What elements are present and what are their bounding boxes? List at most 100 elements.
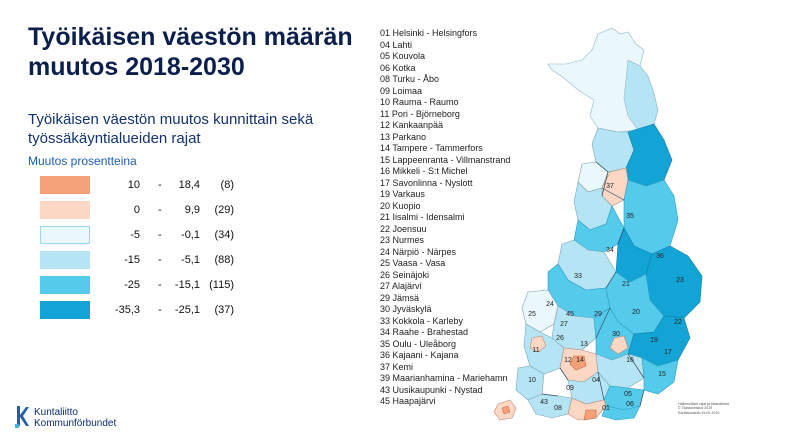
map-label: 33 — [574, 273, 582, 280]
legend-swatch — [40, 176, 90, 194]
map-label: 12 — [564, 357, 572, 364]
region-list-item: 11 Pori - Björneborg — [380, 108, 460, 119]
region-list-item: 27 Alajärvi — [380, 281, 422, 291]
region-list-item: 25 Vaasa - Vasa — [380, 258, 446, 268]
legend-dash: - — [158, 179, 162, 191]
map-label: 17 — [664, 349, 672, 356]
map-label: 45 — [566, 311, 574, 318]
legend-row: 0 - 9,9 (29) — [40, 198, 240, 222]
legend-min: -25 — [124, 279, 140, 291]
credit-line: © Tilastokeskus 2019 — [678, 406, 713, 411]
region-list-item: 35 Oulu - Uleåborg — [380, 338, 457, 349]
region-list-item: 30 Jyväskylä — [380, 304, 432, 314]
region-list-item: 36 Kajaani - Kajana — [380, 350, 459, 360]
region-list-item: 21 Iisalmi - Idensalmi — [380, 212, 465, 222]
region-list-item: 19 Varkaus — [380, 189, 425, 199]
legend-max: 18,4 — [178, 179, 200, 191]
credit-line: Hallinnolliset rajat ja tilastotiedot — [678, 402, 730, 406]
legend-dash: - — [158, 304, 162, 316]
region-list-item: 39 Maarianhamina - Mariehamn — [380, 373, 508, 383]
region-list-item: 06 Kotka — [380, 62, 416, 73]
legend: 10 - 18,4 (8) 0 - 9,9 (29) -5 - -0,1 (34) -15 - -5,1 (8… — [40, 173, 240, 323]
legend-dash: - — [158, 279, 162, 291]
map-label: 35 — [626, 213, 634, 220]
legend-swatch — [40, 226, 90, 244]
map-region-helsinki — [567, 397, 607, 421]
region-list-item: 04 Lahti — [380, 39, 413, 50]
region-list-item: 43 Uusikaupunki - Nystad — [380, 384, 483, 395]
region-list-item: 01 Helsinki - Helsingfors — [380, 28, 478, 38]
region-list-item: 37 Kemi — [380, 361, 414, 372]
map-label: 43 — [540, 399, 548, 406]
map-label: 37 — [606, 183, 614, 190]
logo-text: Kuntaliitto Kommunförbundet — [34, 407, 116, 429]
region-list-item: 14 Tampere - Tammerfors — [380, 143, 483, 153]
legend-row: -25 - -15,1 (115) — [40, 273, 240, 297]
legend-min: 10 — [127, 179, 140, 191]
kuntaliitto-logo: Kuntaliitto Kommunförbundet — [14, 402, 134, 434]
region-list-item: 23 Nurmes — [380, 235, 425, 245]
map-label: 22 — [674, 319, 682, 326]
legend-count: (8) — [220, 179, 234, 191]
legend-count: (88) — [214, 254, 234, 266]
legend-max: 9,9 — [184, 204, 200, 216]
legend-swatch — [40, 251, 90, 269]
map-label: 16 — [626, 357, 634, 364]
kuntaliitto-logo-icon — [15, 406, 29, 428]
region-list-item: 45 Haapajärvi — [380, 396, 436, 406]
legend-count: (115) — [209, 279, 234, 291]
map-label: 15 — [658, 371, 666, 378]
region-list-item: 26 Seinäjoki — [380, 269, 430, 280]
map-region-helsinki-core — [583, 409, 597, 421]
map-label: 25 — [528, 311, 536, 318]
region-list-item: 34 Raahe - Brahestad — [380, 327, 469, 337]
map-label: 13 — [580, 341, 588, 348]
region-list-item: 33 Kokkola - Karleby — [380, 315, 464, 326]
map-label: 11 — [532, 347, 539, 354]
map-label: 34 — [606, 247, 614, 254]
legend-count: (29) — [214, 204, 234, 216]
map-label: 30 — [612, 331, 620, 338]
map-label: 10 — [528, 377, 536, 384]
legend-dash: - — [158, 254, 162, 266]
region-list-item: 24 Närpiö - Närpes — [380, 246, 457, 257]
legend-row: 10 - 18,4 (8) — [40, 173, 240, 197]
map-label: 26 — [556, 335, 564, 342]
map-region-pori-city — [529, 335, 547, 353]
map-label: 09 — [566, 385, 574, 392]
map-subtitle: Työikäisen väestön muutos kunnittain sek… — [28, 111, 314, 147]
map-region-lappeenranta — [641, 357, 679, 395]
legend-min: -5 — [130, 229, 140, 241]
map-label: 06 — [626, 401, 634, 408]
region-list-item: 09 Loimaa — [380, 85, 423, 96]
region-list-item: 13 Parkano — [380, 131, 427, 142]
region-list-item: 05 Kouvola — [380, 51, 426, 61]
legend-min: -15 — [124, 254, 140, 266]
map-region-jyvaskyla-center — [609, 335, 629, 355]
region-list: 01 Helsinki - Helsingfors 04 Lahti 05 Kouv… — [380, 28, 540, 408]
logo-line-1: Kuntaliitto — [34, 407, 78, 418]
region-list-item: 29 Jämsä — [380, 292, 420, 303]
map-label: 23 — [676, 277, 684, 284]
legend-row: -5 - -0,1 (34) — [40, 223, 240, 247]
map-region-vaasa — [521, 289, 559, 333]
map-label: 05 — [624, 391, 632, 398]
legend-max: -0,1 — [181, 229, 200, 241]
legend-min: -35,3 — [114, 304, 140, 316]
legend-row: -15 - -5,1 (88) — [40, 248, 240, 272]
map-credit: Hallinnolliset rajat ja tilastotiedot © T… — [678, 402, 734, 415]
map-label: 24 — [546, 301, 554, 308]
region-list-item: 20 Kuopio — [380, 200, 421, 211]
map-region-koillismaa — [625, 123, 673, 187]
region-list-item: 22 Joensuu — [380, 223, 427, 234]
legend-max: -25,1 — [174, 304, 200, 316]
legend-dash: - — [158, 204, 162, 216]
region-list-item: 16 Mikkeli - S:t Michel — [380, 166, 468, 176]
map-label: 27 — [560, 321, 568, 328]
legend-row: -35,3 - -25,1 (37) — [40, 298, 240, 322]
legend-dash: - — [158, 229, 162, 241]
map-region-turku — [527, 393, 573, 419]
map-labour-area-borders — [541, 161, 645, 407]
region-list-item: 08 Turku - Åbo — [380, 74, 440, 84]
region-list-item: 17 Savonlinna - Nyslott — [380, 177, 473, 188]
